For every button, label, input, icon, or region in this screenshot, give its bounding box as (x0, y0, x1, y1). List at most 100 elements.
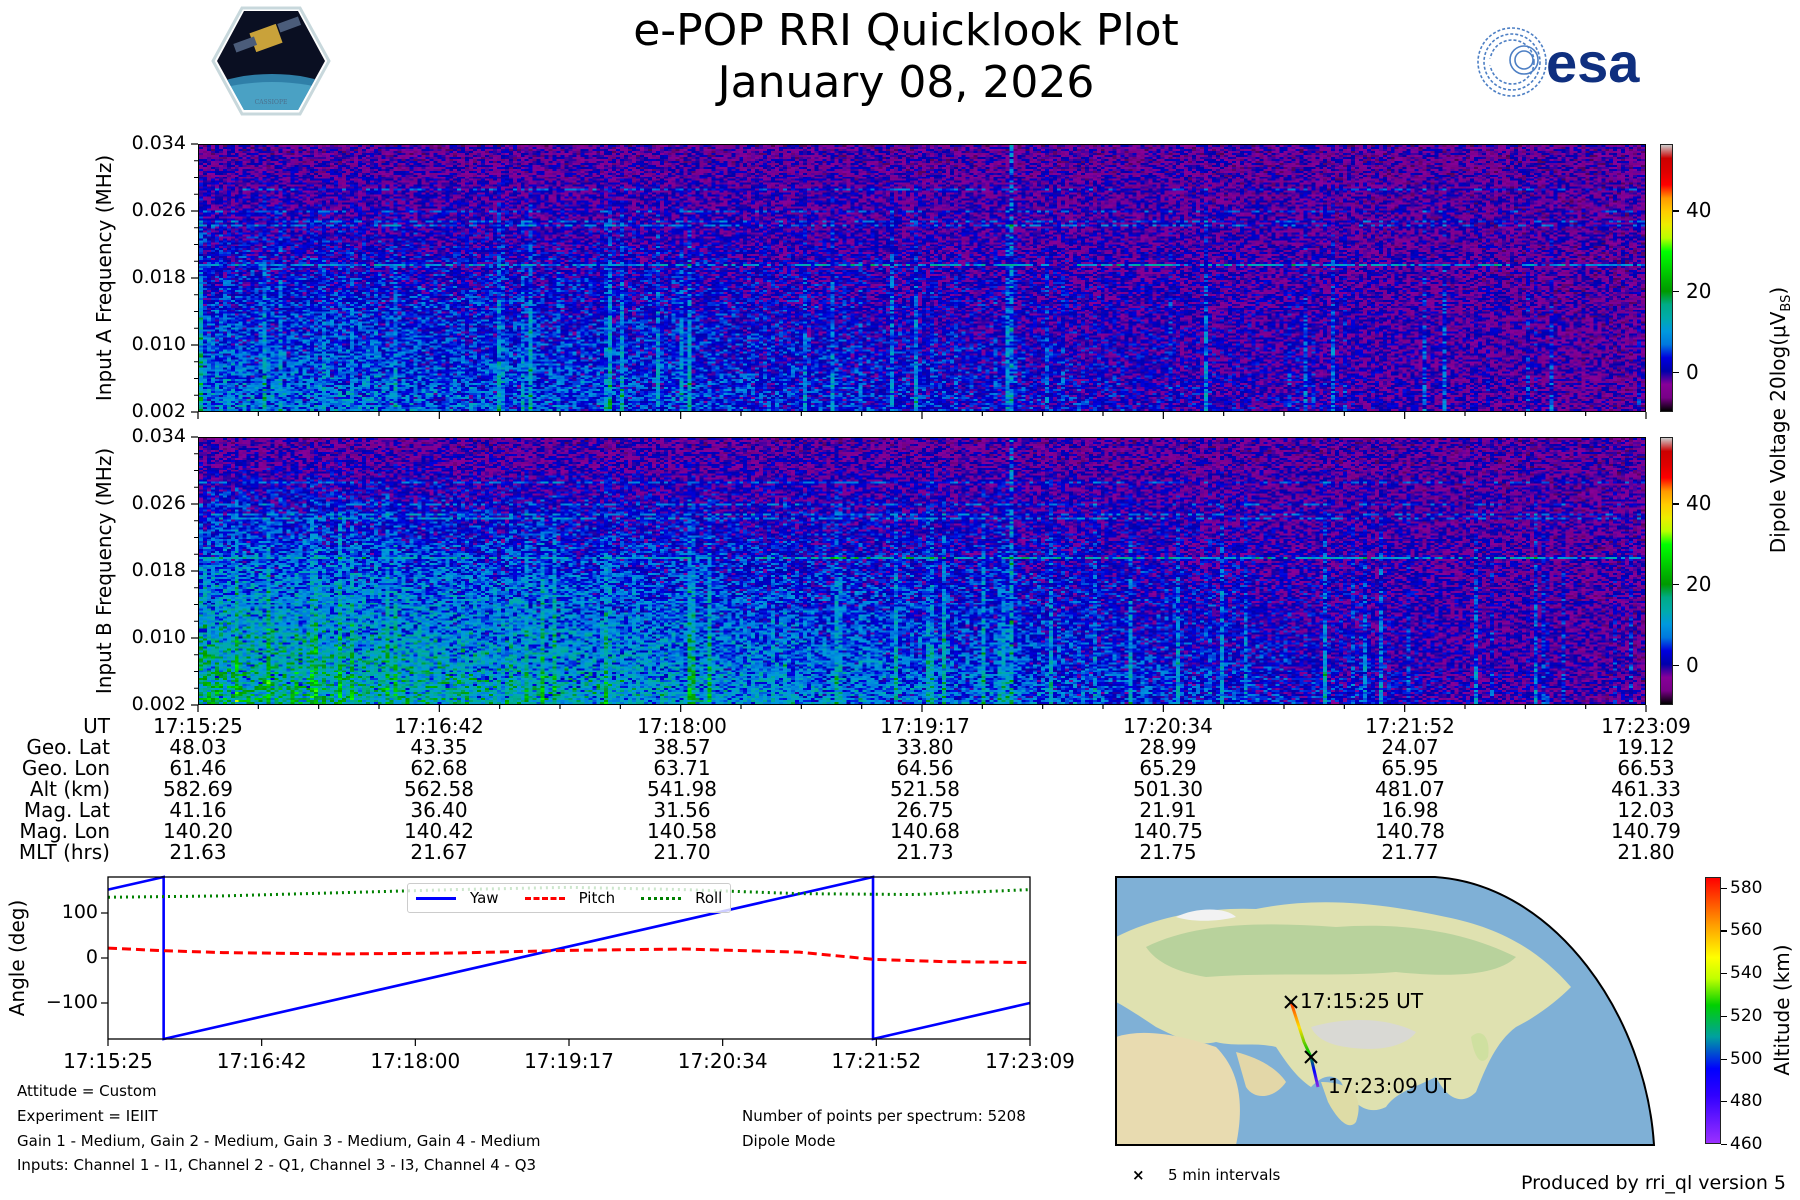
ephemeris-cell: 64.56 (896, 756, 954, 780)
ephemeris-cell: 140.20 (163, 819, 233, 843)
ephemeris-cell: 33.80 (896, 735, 954, 759)
ephemeris-cell: 140.78 (1375, 819, 1445, 843)
attitude-legend: Yaw Pitch Roll (407, 883, 731, 913)
ephemeris-row-label: Geo. Lat (26, 735, 110, 759)
frequency-tick-label: 0.018 (131, 559, 186, 581)
svg-text:esa: esa (1546, 31, 1640, 94)
altitude-tick-label: 520 (1730, 1005, 1763, 1026)
series-pitch-line (107, 946, 1031, 964)
colorbar-tick (1673, 210, 1679, 212)
attitude-mode-text: Attitude = Custom (17, 1082, 157, 1100)
ephemeris-cell: 17:18:00 (637, 714, 727, 738)
esa-logo: esa (1472, 22, 1692, 102)
frequency-tick-label: 0.026 (131, 492, 186, 514)
altitude-tick-label: 560 (1730, 920, 1763, 941)
frequency-tick-label: 0.002 (131, 400, 186, 422)
ephemeris-cell: 21.70 (653, 840, 711, 864)
gains-text: Gain 1 - Medium, Gain 2 - Medium, Gain 3… (17, 1132, 541, 1150)
frequency-tick-label: 0.010 (131, 333, 186, 355)
start-time-label: 17:15:25 UT (1300, 989, 1424, 1013)
ephemeris-cell: 140.42 (404, 819, 474, 843)
legend-swatch (416, 896, 456, 900)
colorbar-tick-label: 0 (1686, 652, 1699, 677)
produced-by-text: Produced by rri_ql version 5 (1521, 1172, 1786, 1194)
altitude-tick-label: 480 (1730, 1091, 1763, 1112)
svg-text:CASSIOPE: CASSIOPE (255, 99, 288, 106)
altitude-tick (1721, 1058, 1727, 1060)
orbit-track (1289, 1001, 1320, 1088)
attitude-x-tick-label: 17:15:25 (63, 1049, 153, 1073)
ephemeris-cell: 36.40 (410, 798, 468, 822)
ephemeris-cell: 31.56 (653, 798, 711, 822)
colorbar-tick (1673, 664, 1679, 666)
cassiope-logo: CASSIOPE (211, 6, 331, 116)
experiment-text: Experiment = IEIIT (17, 1107, 158, 1125)
legend-label: Pitch (578, 889, 616, 907)
interval-legend-label: 5 min intervals (1168, 1166, 1281, 1184)
frequency-tick-label: 0.026 (131, 199, 186, 221)
colorbar-tick (1673, 291, 1679, 293)
spectrogram-input-a (198, 144, 1646, 412)
ephemeris-cell: 16.98 (1381, 798, 1439, 822)
ephemeris-cell: 43.35 (410, 735, 468, 759)
attitude-x-tick-label: 17:20:34 (677, 1049, 768, 1073)
ephemeris-cell: 140.75 (1133, 819, 1203, 843)
legend-item-yaw: Yaw (416, 889, 499, 907)
colorbar-tick-label: 20 (1686, 572, 1712, 597)
colorbar-tick-label: 40 (1686, 491, 1712, 516)
colorbar-tick (1673, 371, 1679, 373)
ephemeris-cell: 48.03 (169, 735, 227, 759)
ephemeris-row-label: Mag. Lon (19, 819, 110, 843)
attitude-x-tick-label: 17:21:52 (831, 1049, 922, 1073)
frequency-tick-label: 0.034 (131, 425, 186, 447)
ephemeris-cell: 17:16:42 (394, 714, 484, 738)
end-time-label: 17:23:09 UT (1328, 1074, 1452, 1098)
ephemeris-cell: 21.67 (410, 840, 468, 864)
ephemeris-cell: 481.07 (1375, 777, 1445, 801)
altitude-tick (1721, 1015, 1727, 1018)
ephemeris-cell: 140.79 (1611, 819, 1681, 843)
frequency-tick-label: 0.010 (131, 626, 186, 648)
altitude-tick-label: 460 (1730, 1134, 1763, 1154)
ephemeris-row-label: MLT (hrs) (18, 840, 110, 864)
ephemeris-cell: 65.29 (1139, 756, 1197, 780)
ephemeris-cell: 65.95 (1381, 756, 1439, 780)
plot-date: January 08, 2026 (717, 57, 1095, 108)
ephemeris-cell: 28.99 (1139, 735, 1197, 759)
attitude-x-tick-label: 17:18:00 (370, 1049, 461, 1073)
legend-swatch (524, 896, 565, 900)
ephemeris-cell: 17:23:09 (1601, 714, 1691, 738)
colorbar-input-b (1660, 437, 1673, 705)
frequency-tick-label: 0.034 (131, 132, 186, 154)
ephemeris-cell: 17:20:34 (1123, 714, 1213, 738)
ephemeris-cell: 66.53 (1617, 756, 1675, 780)
altitude-colorbar-label: Altitude (km) (1770, 944, 1794, 1076)
ephemeris-cell: 38.57 (653, 735, 711, 759)
legend-item-roll: Roll (641, 889, 722, 907)
attitude-x-tick-label: 17:19:17 (524, 1049, 614, 1073)
orbit-map: 17:15:25 UT 17:23:09 UT (1115, 876, 1656, 1146)
colorbar-tick-label: 40 (1686, 198, 1712, 223)
colorbar-input-a (1660, 144, 1673, 412)
ephemeris-cell: 21.75 (1139, 840, 1197, 864)
attitude-x-tick-label: 17:23:09 (985, 1049, 1075, 1073)
dipole-mode-text: Dipole Mode (742, 1132, 836, 1150)
ephemeris-cell: 21.73 (896, 840, 954, 864)
altitude-colorbar (1705, 877, 1721, 1144)
altitude-tick-label: 500 (1730, 1048, 1763, 1069)
ephemeris-cell: 562.58 (404, 777, 474, 801)
ephemeris-cell: 12.03 (1617, 798, 1675, 822)
ephemeris-cell: 61.46 (169, 756, 227, 780)
colorbar-tick-label: 0 (1686, 359, 1699, 384)
colorbar-tick-label: 20 (1686, 279, 1712, 304)
ephemeris-cell: 17:19:17 (880, 714, 970, 738)
ephemeris-cell: 21.63 (169, 840, 227, 864)
ephemeris-cell: 17:21:52 (1365, 714, 1455, 738)
series-yaw-line (107, 875, 1031, 1041)
legend-label: Yaw (470, 889, 499, 907)
altitude-tick (1721, 973, 1727, 975)
ephemeris-row-label: Mag. Lat (23, 798, 110, 822)
legend-label: Roll (695, 889, 723, 907)
ephemeris-cell: 17:15:25 (153, 714, 243, 738)
frequency-tick-label: 0.002 (131, 693, 186, 715)
